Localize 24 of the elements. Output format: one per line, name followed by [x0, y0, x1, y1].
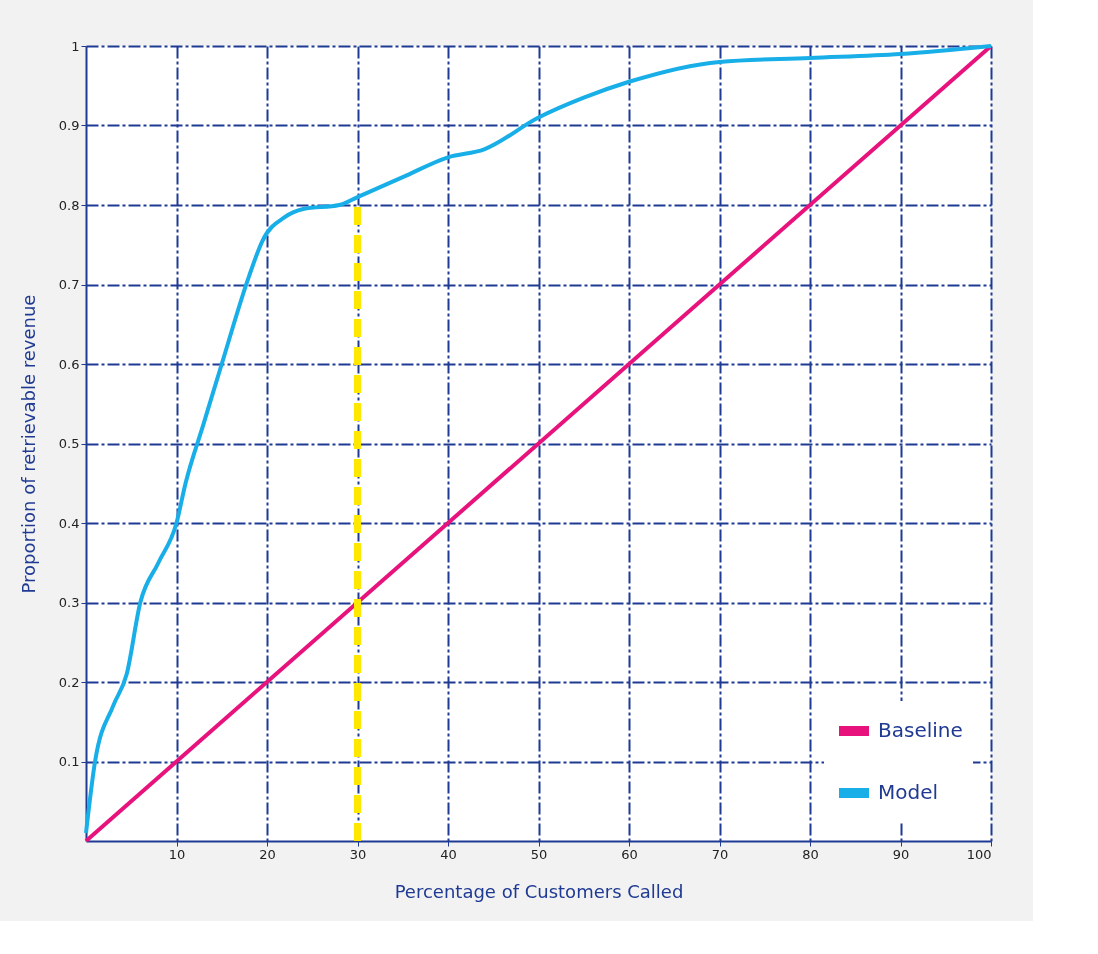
y-tick-label: 0.7	[58, 277, 80, 292]
y-tick-label: 0.5	[58, 436, 80, 451]
x-tick-label: 100	[966, 846, 992, 862]
y-axis-title: Proportion of retrievable revenue	[17, 294, 39, 594]
y-tick-label: 0.6	[58, 356, 80, 372]
x-tick-label: 10	[168, 846, 186, 862]
x-tick-label: 30	[349, 846, 367, 862]
legend-label: Model	[878, 780, 939, 804]
x-tick-label: 50	[530, 846, 548, 862]
x-tick-label: 70	[711, 846, 729, 862]
y-tick-label: 1	[71, 38, 80, 54]
x-tick-label: 80	[802, 846, 819, 862]
x-tick-label: 90	[892, 846, 910, 862]
y-tick-label: 0.3	[58, 595, 80, 610]
legend-label: Baseline	[878, 718, 963, 742]
x-tick-label: 60	[621, 846, 638, 862]
x-tick-label: 20	[259, 846, 276, 862]
x-tick-label: 40	[440, 846, 457, 862]
y-tick-label: 0.4	[58, 515, 80, 531]
x-axis-title: Percentage of Customers Called	[394, 880, 684, 902]
y-tick-label: 0.1	[58, 754, 80, 769]
y-tick-label: 0.2	[58, 674, 80, 690]
y-tick-label: 0.9	[58, 118, 80, 133]
y-tick-label: 0.8	[58, 197, 80, 213]
